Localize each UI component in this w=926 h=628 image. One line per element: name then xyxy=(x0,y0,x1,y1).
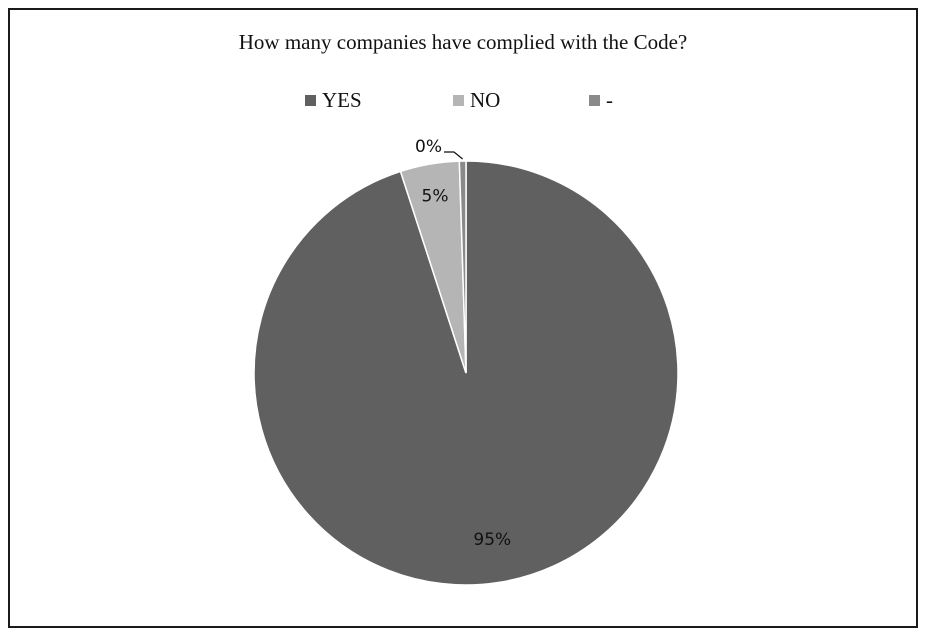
data-label-no: 5% xyxy=(422,187,449,207)
legend-item-yes: YES xyxy=(305,88,362,112)
legend-swatch-dash xyxy=(589,94,600,106)
pie-data-labels: 95% 5% 0% xyxy=(415,137,511,550)
legend-label-no: NO xyxy=(470,87,501,112)
legend-label-dash: - xyxy=(606,87,613,112)
legend-item-dash: - xyxy=(589,88,613,112)
pie-slice-dash xyxy=(458,160,467,374)
legend-swatch-yes xyxy=(305,94,316,106)
data-label-dash: 0% xyxy=(415,137,442,157)
legend-swatch-no xyxy=(453,94,464,106)
legend: YES NO - xyxy=(0,88,926,112)
chart-title: How many companies have complied with th… xyxy=(238,30,688,54)
pie-slices xyxy=(253,160,679,586)
legend-item-no: NO xyxy=(453,88,500,112)
leader-line-dash xyxy=(444,151,464,160)
legend-label-yes: YES xyxy=(322,87,362,112)
data-label-yes: 95% xyxy=(473,530,511,550)
pie-chart: 95% 5% 0% xyxy=(253,137,679,586)
